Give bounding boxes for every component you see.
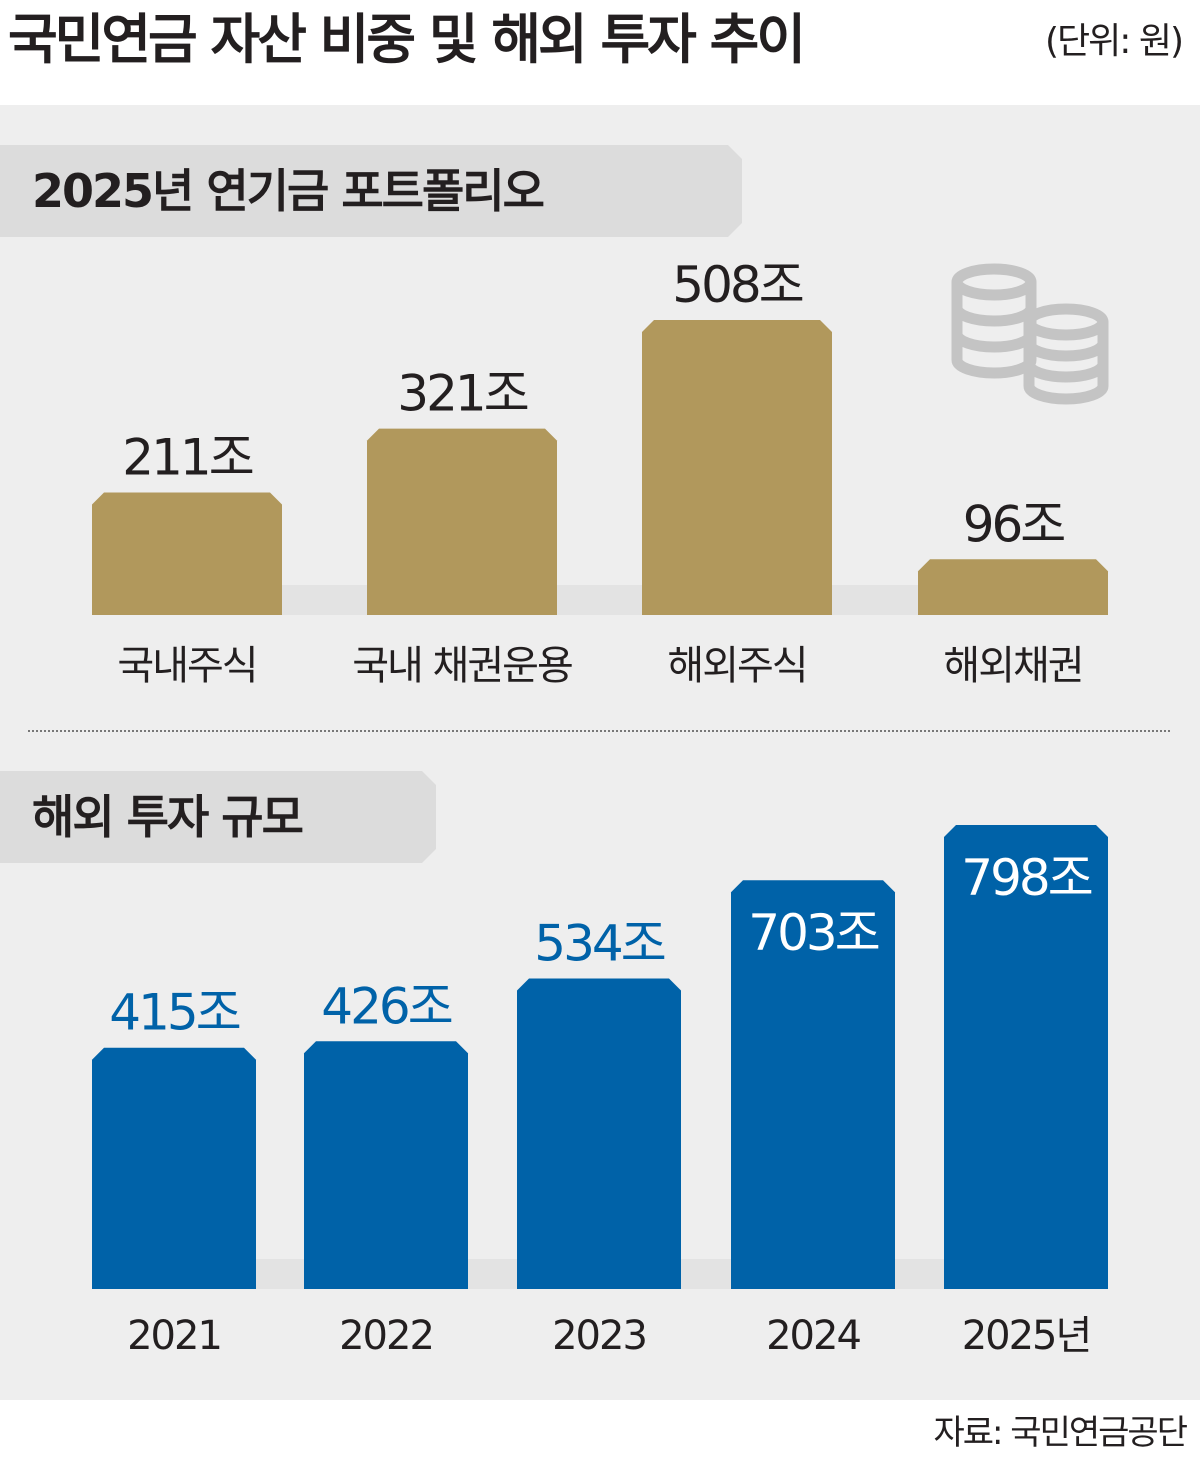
category-label: 2025년 bbox=[962, 1313, 1091, 1359]
coins-icon bbox=[951, 263, 1109, 405]
bar-value-label: 415조 bbox=[109, 984, 239, 1042]
bar-value-label: 798조 bbox=[961, 849, 1091, 907]
bar-value-label: 703조 bbox=[748, 904, 878, 962]
category-label: 2021 bbox=[127, 1313, 221, 1359]
bar-3 bbox=[642, 320, 832, 615]
source-note: 자료: 국민연금공단 bbox=[933, 1413, 1188, 1453]
overseas-chart: 415조 2021 426조 2022 534조 2023 703조 2024 798조 2025… bbox=[92, 825, 1108, 1359]
portfolio-section-tag: 2025년 연기금 포트폴리오 bbox=[0, 145, 742, 237]
bar-3 bbox=[517, 978, 681, 1289]
overseas-section-tag: 해외 투자 규모 bbox=[0, 771, 436, 863]
bar-4 bbox=[918, 559, 1108, 615]
bar-value-label: 211조 bbox=[122, 428, 252, 486]
bar-4 bbox=[731, 880, 895, 1289]
bar-2 bbox=[304, 1041, 468, 1289]
bar-value-label: 426조 bbox=[321, 977, 451, 1035]
bar-1 bbox=[92, 1047, 256, 1289]
category-label: 2022 bbox=[339, 1313, 433, 1359]
section-divider bbox=[28, 730, 1170, 732]
bar-1 bbox=[92, 492, 282, 615]
category-label: 2023 bbox=[552, 1313, 646, 1359]
bar-2 bbox=[367, 428, 557, 615]
category-label: 2024 bbox=[766, 1313, 860, 1359]
portfolio-section-title: 2025년 연기금 포트폴리오 bbox=[32, 164, 543, 218]
category-label: 해외주식 bbox=[667, 643, 806, 689]
header: 국민연금 자산 비중 및 해외 투자 추이 (단위: 원) bbox=[0, 0, 1200, 105]
unit-label: (단위: 원) bbox=[1044, 21, 1184, 62]
category-label: 국내 채권운용 bbox=[352, 643, 572, 689]
bar-value-label: 508조 bbox=[672, 256, 802, 314]
bar-value-label: 534조 bbox=[534, 915, 664, 973]
page-title: 국민연금 자산 비중 및 해외 투자 추이 bbox=[8, 8, 806, 71]
bar-value-label: 321조 bbox=[397, 365, 527, 423]
overseas-section-title: 해외 투자 규모 bbox=[32, 790, 302, 844]
category-label: 국내주식 bbox=[117, 643, 256, 689]
category-label: 해외채권 bbox=[943, 643, 1082, 689]
bar-5 bbox=[944, 825, 1108, 1289]
bar-value-label: 96조 bbox=[963, 495, 1065, 553]
